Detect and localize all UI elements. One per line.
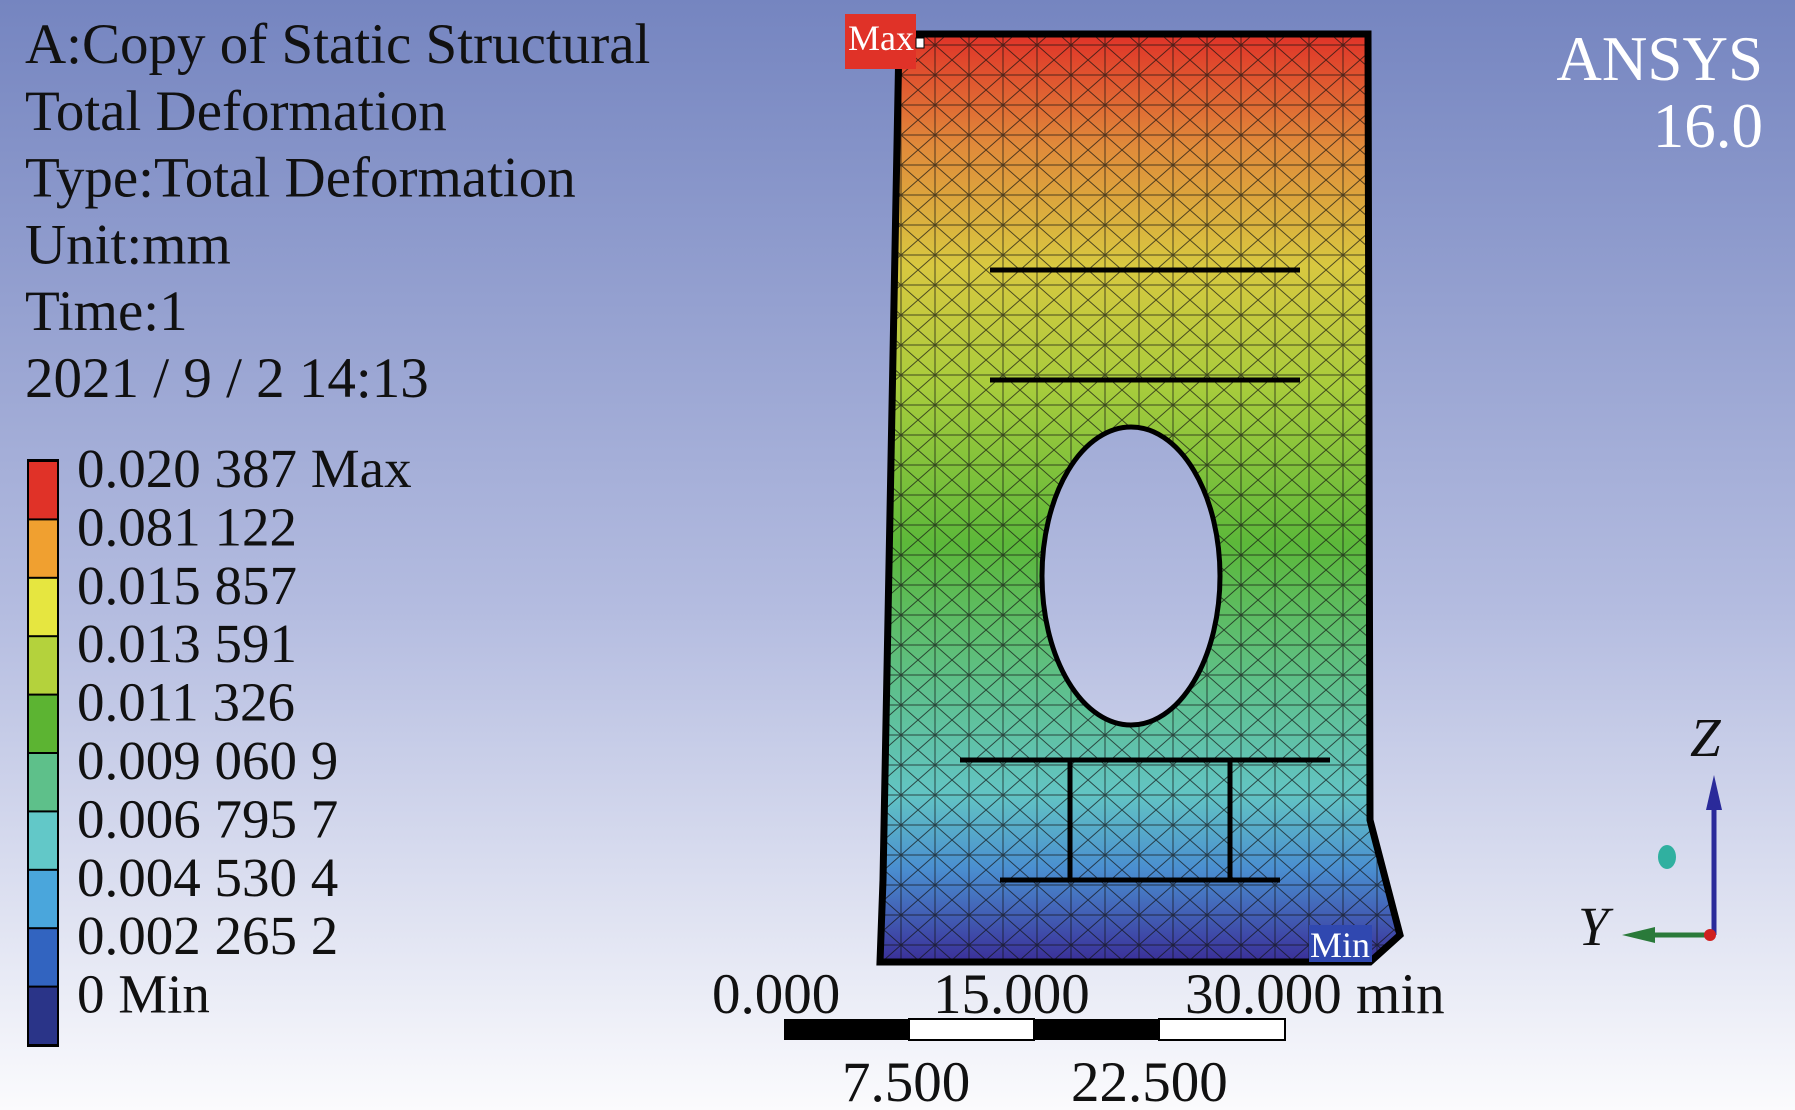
legend-band: [29, 870, 57, 928]
legend-label: 0.081 122: [77, 496, 297, 557]
scale-label: 30.000 min: [1185, 963, 1445, 1026]
brand-version: 16.0: [1653, 91, 1763, 161]
scale-label: 7.500: [842, 1051, 970, 1110]
max-probe: Max: [845, 14, 925, 69]
legend-label: 0.015 857: [77, 555, 297, 616]
axis-z: Z: [1690, 707, 1722, 768]
header-line: A:Copy of Static Structural: [25, 13, 650, 76]
legend-label: 0.006 795 7: [77, 788, 338, 849]
header-line: 2021 / 9 / 2 14:13: [25, 347, 429, 410]
min-probe: Min: [1309, 925, 1372, 965]
legend-label: 0.013 591: [77, 613, 297, 674]
max-label: Max: [848, 18, 914, 58]
header-line: Time:1: [25, 280, 188, 343]
legend-band: [29, 578, 57, 636]
legend-band: [29, 987, 57, 1044]
legend-band: [29, 520, 57, 577]
legend-band: [29, 754, 57, 811]
brand-name: ANSYS: [1556, 24, 1763, 94]
legend-band: [29, 929, 57, 986]
scale-label: 0.000: [712, 963, 840, 1026]
scale-label: 22.500: [1071, 1051, 1228, 1110]
legend-label: 0.020 387 Max: [77, 438, 412, 499]
axis-y: Y: [1578, 896, 1614, 957]
legend-band: [29, 637, 57, 694]
scale-label: 15.000: [933, 963, 1090, 1026]
legend-label: 0 Min: [77, 964, 210, 1025]
legend-label: 0.009 060 9: [77, 730, 338, 791]
header-line: Unit:mm: [25, 213, 231, 276]
header-line: Type:Total Deformation: [25, 147, 576, 210]
legend-label: 0.004 530 4: [77, 847, 338, 908]
legend-band: [29, 695, 57, 752]
triad: Z Y: [1578, 707, 1722, 957]
header-line: Total Deformation: [25, 80, 447, 143]
legend-band: [29, 462, 57, 519]
legend-label: 0.011 326: [77, 672, 295, 733]
min-label: Min: [1310, 925, 1370, 965]
legend-band: [29, 812, 57, 869]
legend-label: 0.002 265 2: [77, 905, 338, 966]
scale-bar: 0.000 15.000 30.000 min 7.500 22.500: [712, 963, 1445, 1110]
